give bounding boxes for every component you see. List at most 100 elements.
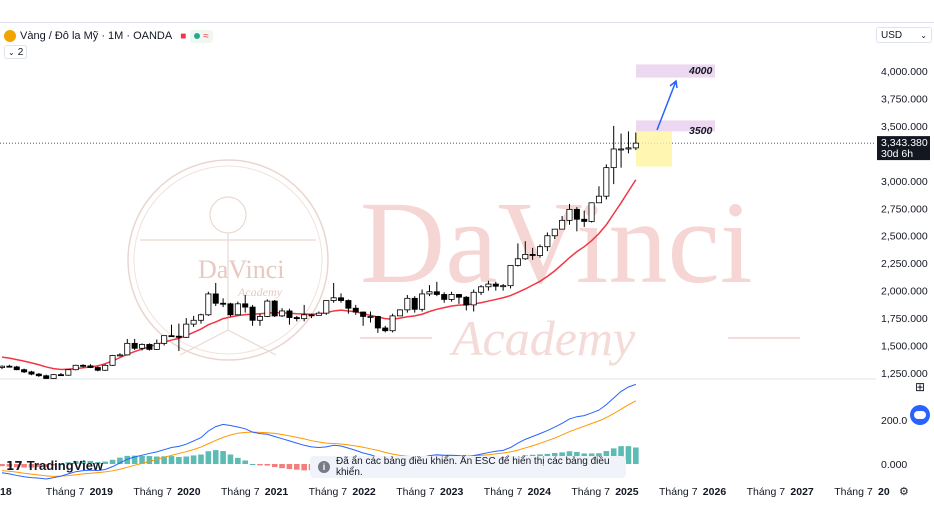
histogram-bar [294,464,300,470]
candle [242,295,249,313]
candle [470,289,477,312]
candle [131,338,138,350]
target-3500-label: 3500 [689,125,713,137]
candle [227,302,234,317]
market-status-badge[interactable]: ≈ [190,29,213,43]
histogram-bar [220,451,226,464]
histogram-bar [257,464,263,466]
month-tick-label: Tháng 7 [396,486,435,498]
settings-button[interactable]: ⚙ [899,485,909,498]
candle [43,374,50,380]
toast-message: Đã ẩn các bảng điều khiển. Ấn ESC để hiể… [336,456,610,478]
candle [566,203,573,225]
candle [94,366,101,372]
candle [345,299,352,314]
histogram-bar [58,464,64,465]
candle [80,364,87,368]
candle [308,313,315,319]
watermark-sub: Academy [449,310,636,366]
year-tick-label: 2023 [440,486,464,498]
chevron-down-icon: ⌄ [8,47,15,57]
candle [360,311,367,326]
month-tick-label: Tháng 7 [571,486,610,498]
candle [544,232,551,252]
currency-select[interactable]: USD ⌄ [876,27,932,43]
year-tick-label: 2020 [177,486,201,498]
candle [271,299,278,317]
price-tick-label: 2,250.000 [881,258,928,270]
flag-icon[interactable]: ■ [180,30,187,42]
histogram-bar [72,460,79,464]
month-tick-label: Tháng 7 [46,486,85,498]
candle [139,343,146,351]
gear-icon: ⚙ [899,486,909,498]
candle [301,304,308,322]
candle [426,285,433,297]
indicator-collapse-button[interactable]: ⌄ 2 [4,45,28,59]
price-tick-label: 2,750.000 [881,203,928,215]
candle [338,293,345,303]
price-tick-label: 3,500.000 [881,121,928,133]
indicator-count: 2 [17,46,24,58]
price-tick-label: 3,750.000 [881,93,928,105]
info-icon: i [318,461,330,473]
candle [35,373,42,377]
candle [529,247,536,260]
candle [573,207,580,232]
candle [249,304,256,326]
candle [168,324,175,338]
histogram-bar [301,464,307,471]
histogram-bar [190,455,197,464]
last-price-value: 3,343.380 [881,137,928,149]
tradingview-logo[interactable]: 𝟭𝟳 TradingView [6,458,103,473]
month-tick-label: Tháng 7 [133,486,172,498]
candle [419,289,426,312]
candle [13,365,20,371]
histogram-bar [109,459,116,464]
candle [330,282,337,303]
symbol-legend[interactable]: Vàng / Đô la Mỹ · 1M · OANDA ■ ≈ [4,28,213,44]
candle [124,338,131,356]
histogram-bar [139,455,145,464]
price-tick-label: 1,250.000 [881,368,928,380]
candle [109,354,116,366]
wave-icon: ≈ [203,30,209,42]
candle [315,311,322,316]
month-tick-label: Tháng 7 [309,486,348,498]
candle [205,291,212,316]
histogram-bar [176,456,182,464]
candle [190,315,197,327]
assistant-button[interactable] [910,405,930,425]
top-divider [0,22,934,23]
histogram-bar [286,464,293,470]
last-price-tag: 3,343.380 30d 6h [877,136,930,161]
year-tick-label: 20 [878,486,890,498]
candle [352,304,359,315]
histogram-bar [21,464,27,468]
candle [146,343,153,351]
histogram-bar [0,464,5,467]
layout-grid-button[interactable]: ⊞ [911,378,929,396]
price-tick-label: 2,000.000 [881,286,928,298]
candle [212,282,219,307]
histogram-bar [13,464,20,468]
histogram-bar [183,456,190,464]
candle [396,309,403,317]
histogram-bar [146,456,153,464]
candle [448,291,455,302]
candle [374,315,381,333]
candle [367,311,374,323]
month-tick-label: Tháng 7 [221,486,260,498]
candle [514,243,521,267]
histogram-bar [124,455,131,464]
price-tick-label: 1,500.000 [881,341,928,353]
target-4000-label: 4000 [688,65,713,77]
year-tick-label: 2021 [265,486,289,498]
target-4000-zone [636,64,715,78]
histogram-bar [227,454,234,464]
month-tick-label: Tháng 7 [747,486,786,498]
candle [389,313,396,333]
watermark-brand: DaVinci [360,177,753,308]
